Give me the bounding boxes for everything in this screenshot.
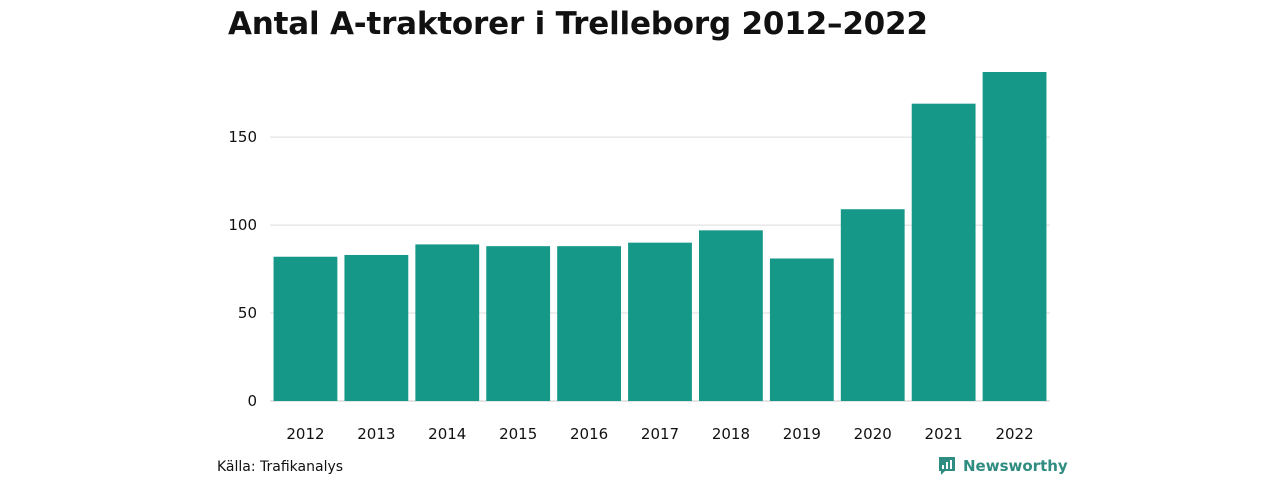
chart-title: Antal A-traktorer i Trelleborg 2012–2022 xyxy=(228,6,928,42)
y-axis-ticks: 0 50 100 150 xyxy=(228,128,257,410)
bar-2020 xyxy=(840,209,905,401)
bar-2016 xyxy=(557,246,621,401)
bar-2014 xyxy=(415,244,480,401)
bar-2021 xyxy=(911,103,976,401)
bar-2022 xyxy=(982,72,1047,401)
x-tick-label: 2012 xyxy=(286,425,324,443)
bar-2017 xyxy=(628,242,692,401)
x-tick-label: 2016 xyxy=(570,425,608,443)
bars xyxy=(273,72,1047,401)
y-tick-label: 0 xyxy=(247,392,257,410)
x-axis-ticks: 2012 2013 2014 2015 2016 2017 2018 2019 2020 2021… xyxy=(286,425,1033,443)
x-tick-label: 2015 xyxy=(499,425,537,443)
newsworthy-logo-icon xyxy=(939,457,955,475)
brand-name: Newsworthy xyxy=(963,457,1068,475)
bar-2013 xyxy=(344,254,409,401)
x-tick-label: 2020 xyxy=(854,425,892,443)
x-tick-label: 2022 xyxy=(995,425,1033,443)
brand-logo: Newsworthy xyxy=(937,456,1068,476)
x-tick-label: 2013 xyxy=(357,425,395,443)
y-tick-label: 50 xyxy=(238,304,257,322)
x-tick-label: 2018 xyxy=(712,425,750,443)
y-tick-label: 150 xyxy=(228,128,257,146)
bar-2012 xyxy=(273,256,338,401)
bar-2018 xyxy=(699,230,763,401)
y-tick-label: 100 xyxy=(228,216,257,234)
bar-2019 xyxy=(769,258,834,401)
x-tick-label: 2019 xyxy=(783,425,821,443)
source-note: Källa: Trafikanalys xyxy=(217,459,344,475)
x-tick-label: 2017 xyxy=(641,425,679,443)
bar-2015 xyxy=(486,246,551,401)
x-tick-label: 2014 xyxy=(428,425,466,443)
x-tick-label: 2021 xyxy=(925,425,963,443)
